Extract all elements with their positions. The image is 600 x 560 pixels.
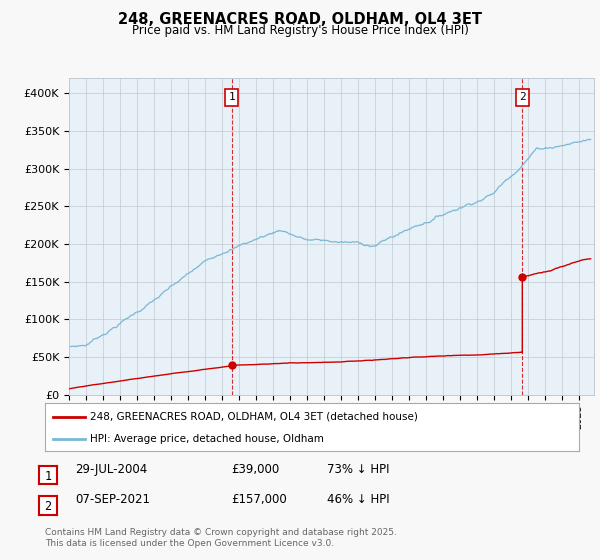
Text: 2: 2 xyxy=(44,500,52,513)
Text: £39,000: £39,000 xyxy=(231,463,279,476)
Text: Contains HM Land Registry data © Crown copyright and database right 2025.
This d: Contains HM Land Registry data © Crown c… xyxy=(45,528,397,548)
Text: 248, GREENACRES ROAD, OLDHAM, OL4 3ET: 248, GREENACRES ROAD, OLDHAM, OL4 3ET xyxy=(118,12,482,27)
Text: Price paid vs. HM Land Registry's House Price Index (HPI): Price paid vs. HM Land Registry's House … xyxy=(131,24,469,36)
Text: 73% ↓ HPI: 73% ↓ HPI xyxy=(327,463,389,476)
Text: 1: 1 xyxy=(228,92,235,102)
Text: 248, GREENACRES ROAD, OLDHAM, OL4 3ET (detached house): 248, GREENACRES ROAD, OLDHAM, OL4 3ET (d… xyxy=(91,412,418,422)
Text: 2: 2 xyxy=(519,92,526,102)
Point xyxy=(227,361,236,370)
Text: 07-SEP-2021: 07-SEP-2021 xyxy=(75,493,150,506)
Text: £157,000: £157,000 xyxy=(231,493,287,506)
Text: 46% ↓ HPI: 46% ↓ HPI xyxy=(327,493,389,506)
Text: 29-JUL-2004: 29-JUL-2004 xyxy=(75,463,147,476)
Text: 1: 1 xyxy=(44,470,52,483)
Text: HPI: Average price, detached house, Oldham: HPI: Average price, detached house, Oldh… xyxy=(91,434,324,444)
Point xyxy=(518,272,527,281)
